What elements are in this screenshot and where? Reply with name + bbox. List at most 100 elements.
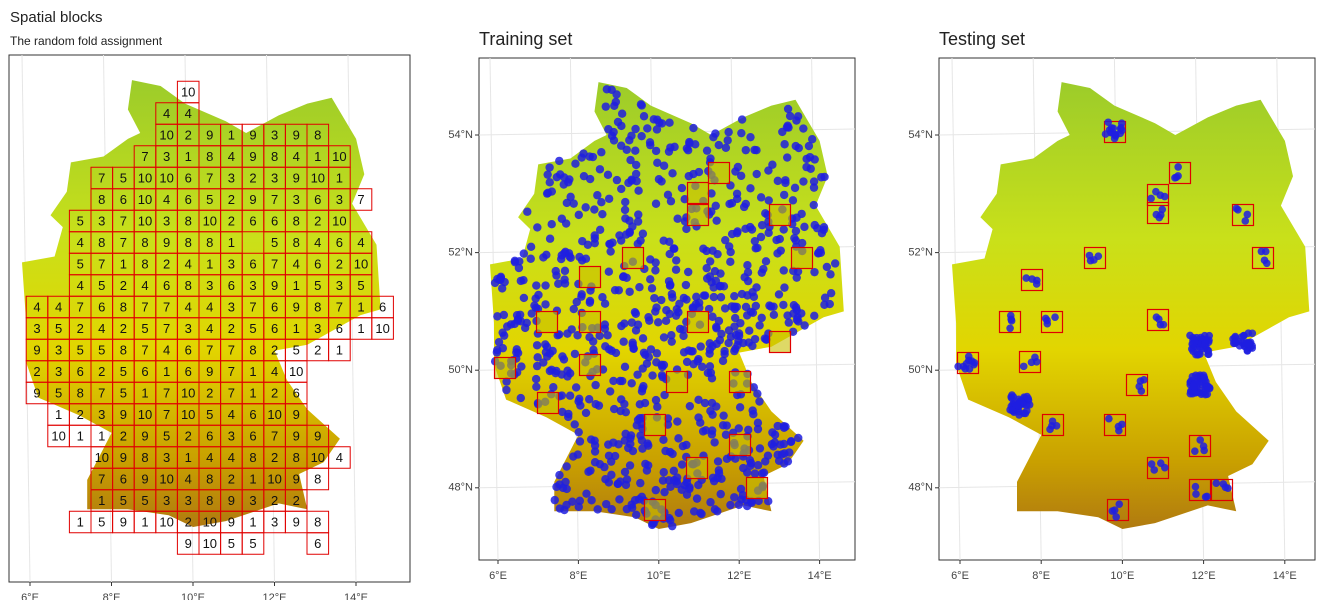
fold-number: 8 xyxy=(293,235,300,250)
observation-dot xyxy=(1199,389,1207,397)
fold-number: 4 xyxy=(33,299,40,314)
fold-number: 7 xyxy=(228,385,235,400)
observation-dot xyxy=(810,183,818,191)
x-tick-label: 6°E xyxy=(489,570,507,582)
observation-dot xyxy=(640,349,648,357)
observation-dot xyxy=(797,210,805,218)
fold-number: 1 xyxy=(357,299,364,314)
observation-dot xyxy=(780,225,788,233)
fold-number: 7 xyxy=(206,170,213,185)
fold-number: 8 xyxy=(293,213,300,228)
observation-dot xyxy=(622,408,630,416)
fold-number: 3 xyxy=(163,213,170,228)
observation-dot xyxy=(514,315,522,323)
fold-number: 6 xyxy=(336,235,343,250)
fold-number: 5 xyxy=(228,536,235,551)
observation-dot xyxy=(650,294,658,302)
observation-dot xyxy=(1015,411,1023,419)
fold-number: 10 xyxy=(267,407,281,422)
fold-number: 5 xyxy=(98,278,105,293)
observation-dot xyxy=(593,191,601,199)
fold-number: 2 xyxy=(120,428,127,443)
observation-dot xyxy=(750,146,758,154)
observation-dot xyxy=(1043,320,1051,328)
observation-dot xyxy=(1258,248,1266,256)
fold-number: 6 xyxy=(314,256,321,271)
x-tick-label: 14°E xyxy=(1273,570,1297,582)
observation-dot xyxy=(1115,423,1123,431)
fold-number: 6 xyxy=(379,299,386,314)
observation-dot xyxy=(653,349,661,357)
observation-dot xyxy=(773,249,781,257)
observation-dot xyxy=(1026,401,1034,409)
test-block xyxy=(687,458,708,479)
fold-number: 5 xyxy=(98,342,105,357)
observation-dot xyxy=(706,407,714,415)
observation-dot xyxy=(627,379,635,387)
observation-dot xyxy=(693,494,701,502)
test-block xyxy=(747,478,768,499)
observation-dot xyxy=(1261,256,1269,264)
observation-dot xyxy=(628,500,636,508)
observation-dot xyxy=(523,319,531,327)
x-tick-label: 8°E xyxy=(569,570,587,582)
observation-dot xyxy=(737,172,745,180)
observation-dot xyxy=(747,499,755,507)
observation-dot xyxy=(791,184,799,192)
observation-dot xyxy=(563,367,571,375)
observation-dot xyxy=(545,163,553,171)
observation-dot xyxy=(1200,447,1208,455)
observation-dot xyxy=(712,216,720,224)
fold-number: 2 xyxy=(98,364,105,379)
observation-dot xyxy=(800,223,808,231)
fold-number: 7 xyxy=(98,256,105,271)
fold-number: 4 xyxy=(77,278,84,293)
fold-number: 3 xyxy=(271,514,278,529)
observation-dot xyxy=(740,273,748,281)
observation-dot xyxy=(552,483,560,491)
observation-dot xyxy=(605,478,613,486)
observation-dot xyxy=(708,247,716,255)
fold-number: 4 xyxy=(206,450,213,465)
observation-dot xyxy=(704,369,712,377)
observation-dot xyxy=(612,98,620,106)
observation-dot xyxy=(759,265,767,273)
observation-dot xyxy=(1049,417,1057,425)
fold-number: 5 xyxy=(206,192,213,207)
observation-dot xyxy=(702,426,710,434)
observation-dot xyxy=(533,341,541,349)
observation-dot xyxy=(638,387,646,395)
observation-dot xyxy=(714,457,722,465)
observation-dot xyxy=(699,245,707,253)
observation-dot xyxy=(831,259,839,267)
fold-number: 2 xyxy=(185,428,192,443)
observation-dot xyxy=(811,221,819,229)
observation-dot xyxy=(523,208,531,216)
observation-dot xyxy=(692,293,700,301)
x-tick-label: 12°E xyxy=(727,570,751,582)
observation-dot xyxy=(598,210,606,218)
fold-number: 5 xyxy=(77,342,84,357)
observation-dot xyxy=(639,334,647,342)
y-tick-label: 50°N xyxy=(908,364,933,376)
fold-number: 3 xyxy=(33,321,40,336)
y-tick-label: 52°N xyxy=(448,247,473,259)
panel-title: Spatial blocks xyxy=(10,9,103,26)
fold-number: 7 xyxy=(141,149,148,164)
observation-dot xyxy=(659,476,667,484)
observation-dot xyxy=(774,177,782,185)
fold-number: 1 xyxy=(249,471,256,486)
observation-dot xyxy=(685,485,693,493)
observation-dot xyxy=(1174,172,1182,180)
observation-dot xyxy=(623,475,631,483)
x-tick-label: 12°E xyxy=(1192,570,1216,582)
fold-number: 2 xyxy=(77,321,84,336)
observation-dot xyxy=(751,469,759,477)
observation-dot xyxy=(745,327,753,335)
fold-number: 5 xyxy=(77,213,84,228)
observation-dot xyxy=(780,191,788,199)
fold-number: 3 xyxy=(163,149,170,164)
panel-subtitle: The random fold assignment xyxy=(10,34,163,48)
observation-dot xyxy=(576,401,584,409)
fold-number: 8 xyxy=(141,235,148,250)
